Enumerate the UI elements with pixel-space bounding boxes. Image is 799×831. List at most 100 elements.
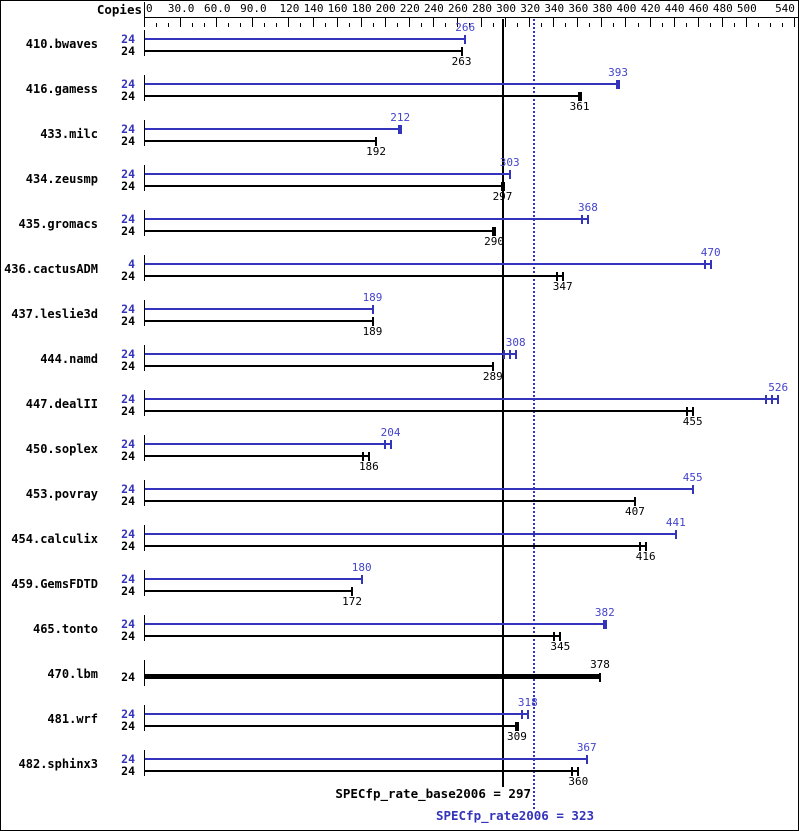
481.wrf-peak-bar xyxy=(145,712,528,715)
benchmark-label: 453.povray xyxy=(25,487,98,502)
copies-value-peak: 24 xyxy=(121,616,135,631)
bar-value-label: 309 xyxy=(507,730,527,743)
bar-value-label: 180 xyxy=(351,561,372,574)
447.dealII-peak-bar xyxy=(145,397,779,400)
482.sphinx3-peak-end-mark xyxy=(585,754,588,764)
433.milc-peak-end-mark xyxy=(398,124,403,134)
bar-value-label: 186 xyxy=(358,460,379,473)
copies-value-peak: 24 xyxy=(121,301,135,316)
group-axis-segment xyxy=(144,615,145,641)
x-axis-minor-tick xyxy=(168,23,169,27)
x-axis-minor-tick xyxy=(276,23,277,27)
434.zeusmp-base-bar xyxy=(145,185,503,187)
x-axis-minor-tick xyxy=(397,23,398,27)
benchmark-label: 433.milc xyxy=(40,127,98,142)
x-axis-minor-tick xyxy=(541,23,542,27)
447.dealII-peak-end-mark xyxy=(765,394,768,404)
433.milc-base-end-mark xyxy=(375,137,378,146)
copies-value-base: 24 xyxy=(121,764,135,778)
copies-value-peak: 24 xyxy=(121,211,135,226)
436.cactusADM-base-end-mark xyxy=(555,272,558,281)
x-axis-tick-label: 440 xyxy=(664,2,685,15)
benchmark-label: 416.gamess xyxy=(25,82,98,97)
bar-value-label: 393 xyxy=(608,66,628,79)
435.gromacs-peak-end-mark xyxy=(586,214,589,224)
bar-value-label: 378 xyxy=(590,657,610,671)
benchmark-label: 450.soplex xyxy=(25,442,98,457)
x-axis-major-tick xyxy=(361,18,362,27)
copies-value-base: 24 xyxy=(121,314,135,328)
bar-value-label: 361 xyxy=(569,100,590,113)
436.cactusADM-peak-end-mark xyxy=(709,259,712,269)
447.dealII-base-bar xyxy=(145,410,693,412)
copies-value-peak: 24 xyxy=(121,346,135,361)
450.soplex-base-end-mark xyxy=(367,452,370,461)
454.calculix-base-end-mark xyxy=(644,542,647,551)
copies-value-peak: 24 xyxy=(121,706,135,721)
benchmark-label: 444.namd xyxy=(40,352,98,367)
436.cactusADM-base-bar xyxy=(145,275,563,277)
x-axis-minor-tick xyxy=(589,23,590,27)
444.namd-peak-end-mark xyxy=(508,349,511,359)
x-axis-major-tick xyxy=(553,18,554,27)
copies-value-base: 24 xyxy=(121,449,135,463)
454.calculix-base-end-mark xyxy=(638,542,641,551)
416.gamess-peak-end-mark xyxy=(616,79,621,89)
copies-value-base: 24 xyxy=(121,539,135,553)
459.GemsFDTD-peak-bar xyxy=(145,577,362,580)
470.lbm-base-bar xyxy=(145,674,600,680)
416.gamess-base-end-mark xyxy=(577,92,582,101)
copies-column-header: Copies xyxy=(96,2,142,17)
x-axis-minor-tick xyxy=(300,23,301,27)
454.calculix-base-bar xyxy=(145,545,646,547)
copies-value-peak: 24 xyxy=(121,391,135,406)
x-axis-major-tick xyxy=(650,18,651,27)
copies-value-peak: 4 xyxy=(128,256,135,271)
481.wrf-base-end-mark xyxy=(514,722,519,731)
x-axis-minor-tick xyxy=(264,23,265,27)
453.povray-base-bar xyxy=(145,500,635,502)
465.tonto-base-end-mark xyxy=(553,632,556,641)
bar-value-label: 382 xyxy=(594,606,615,619)
410.bwaves-peak-end-mark xyxy=(464,34,467,44)
x-axis-major-tick xyxy=(698,18,699,27)
x-axis-tick-label: 460 xyxy=(688,2,709,15)
benchmark-label: 481.wrf xyxy=(47,712,98,727)
x-axis-tick-label: 240 xyxy=(423,2,444,15)
416.gamess-peak-bar xyxy=(145,82,619,85)
copies-value-base: 24 xyxy=(121,269,135,283)
copies-value-base: 24 xyxy=(121,719,135,733)
bar-value-label: 416 xyxy=(635,550,656,563)
bar-value-label: 192 xyxy=(366,145,387,158)
bar-value-label: 289 xyxy=(482,370,503,383)
copies-value-base: 24 xyxy=(121,494,135,508)
447.dealII-base-end-mark xyxy=(685,407,688,416)
group-axis-segment xyxy=(144,525,145,551)
x-axis-tick-label: 540 xyxy=(775,2,795,15)
bar-value-label: 303 xyxy=(499,156,520,169)
x-axis-minor-tick xyxy=(734,23,735,27)
444.namd-peak-end-mark xyxy=(502,349,505,359)
465.tonto-base-end-mark xyxy=(559,632,562,641)
benchmark-label: 437.leslie3d xyxy=(11,307,98,322)
481.wrf-base-bar xyxy=(145,725,517,727)
450.soplex-peak-bar xyxy=(145,442,391,445)
x-axis-major-tick xyxy=(385,18,386,27)
copies-value-base: 24 xyxy=(121,629,135,643)
450.soplex-base-bar xyxy=(145,455,369,457)
447.dealII-peak-end-mark xyxy=(777,394,780,404)
bar-value-label: 407 xyxy=(624,505,645,518)
bar-value-label: 526 xyxy=(768,381,789,394)
bar-value-label: 441 xyxy=(665,516,686,529)
481.wrf-peak-end-mark xyxy=(520,709,523,719)
benchmark-label: 410.bwaves xyxy=(25,37,98,52)
group-axis-segment xyxy=(144,255,145,281)
bar-value-label: 455 xyxy=(682,415,703,428)
x-axis-tick-label: 420 xyxy=(640,2,661,15)
x-axis-minor-tick xyxy=(758,23,759,27)
copies-value-base: 24 xyxy=(121,669,135,684)
459.GemsFDTD-base-bar xyxy=(145,590,353,592)
435.gromacs-peak-end-mark xyxy=(580,214,583,224)
group-axis-segment xyxy=(144,705,145,731)
x-axis-minor-tick xyxy=(156,23,157,27)
